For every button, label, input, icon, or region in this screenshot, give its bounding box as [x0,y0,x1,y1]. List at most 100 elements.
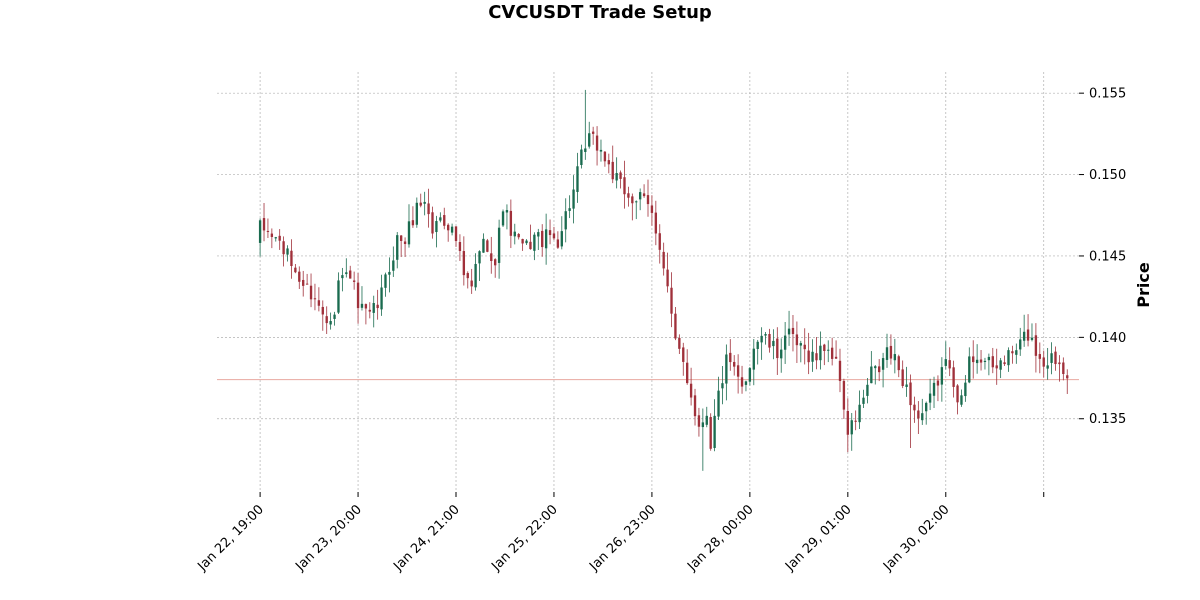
candle-body [595,135,599,151]
candle-body [564,211,567,230]
candle-body [266,230,270,232]
candle-body [705,415,708,425]
candle-body [591,131,595,134]
candles-layer [258,89,1069,471]
candle-body [407,221,411,245]
candle-body [791,327,795,335]
candle-body [964,382,967,397]
candle-body [1038,354,1041,359]
candle-body [776,338,779,359]
candle-body [968,356,971,383]
candle-body [1030,337,1034,340]
candle-body [815,353,818,361]
candle-body [670,287,673,314]
candle-body [638,192,642,200]
candle-body [1046,365,1049,369]
candle-body [368,309,371,312]
candle-body [928,393,932,403]
candle-body [396,235,399,260]
candle-body [568,208,571,211]
candle-body [588,133,591,147]
candle-body [478,251,481,264]
y-tick-label: 0.140 [1089,331,1126,346]
candle-body [654,212,658,234]
candle-body [787,328,791,335]
candle-body [494,259,497,266]
candle-body [411,220,415,226]
candle-body [658,233,661,250]
candle-body [901,369,904,386]
candle-body [333,314,336,319]
candle-body [733,361,736,367]
candle-body [686,362,689,384]
candle-body [799,343,802,346]
candle-body [709,417,712,449]
x-tick-label: Jan 25, 22:00 [488,502,560,574]
candle-body [615,173,618,181]
candle-body [674,313,677,339]
candle-body [619,172,622,179]
candle-body [290,250,293,267]
x-tick-label: Jan 30, 02:00 [880,502,952,574]
candle-body [1066,375,1069,379]
candle-body [560,231,563,247]
candle-body [443,215,446,226]
candle-body [952,367,955,387]
candle-body [877,366,881,373]
x-axis: Jan 22, 19:00 Jan 23, 20:00 Jan 24, 21:00 J… [194,492,1045,575]
candle-body [490,253,493,262]
candle-body [925,402,928,412]
candle-body [995,365,998,369]
candle-body [325,316,328,324]
x-tick-label: Jan 23, 20:00 [292,502,364,574]
candle-body [693,395,697,417]
candle-body [870,366,873,384]
candle-body [846,410,850,435]
candle-body [807,350,810,363]
candle-body [932,382,936,396]
candle-body [783,335,787,350]
y-tick-label: 0.145 [1089,249,1126,264]
candle-body [513,231,516,237]
candle-body [462,251,466,276]
candle-body [525,240,528,244]
candle-body [1050,353,1053,363]
candle-body [756,341,759,349]
candle-body [827,349,830,351]
candle-body [509,210,513,236]
candle-body [909,382,912,406]
candle-body [897,356,900,371]
candle-body [764,334,767,336]
x-tick-label: Jan 22, 19:00 [194,502,266,574]
candle-body [713,415,716,448]
candle-body [944,359,947,366]
candle-body [866,384,869,396]
candle-body [701,422,705,428]
candle-body [419,202,422,206]
candle-body [403,241,407,245]
candle-body [721,383,724,389]
candle-body [282,241,285,255]
candle-body [780,349,783,359]
candle-body [642,193,646,197]
x-tick-label: Jan 28, 00:00 [684,502,756,574]
candle-body [474,263,477,288]
candle-body [940,367,944,385]
candle-body [431,212,434,234]
chart-title: CVCUSDT Trade Setup [488,2,712,23]
candle-body [470,280,473,287]
candle-body [450,226,454,233]
candle-body [548,230,552,236]
candle-body [834,356,838,359]
candle-body [885,347,889,360]
candle-body [580,149,583,166]
candle-body [356,282,360,309]
candle-body [760,335,763,343]
candle-body [936,380,940,386]
candle-body [521,238,524,244]
candle-body [717,390,720,417]
candle-body [921,413,924,421]
candle-body [736,365,740,377]
candle-body [345,272,348,275]
candle-body [975,359,979,364]
